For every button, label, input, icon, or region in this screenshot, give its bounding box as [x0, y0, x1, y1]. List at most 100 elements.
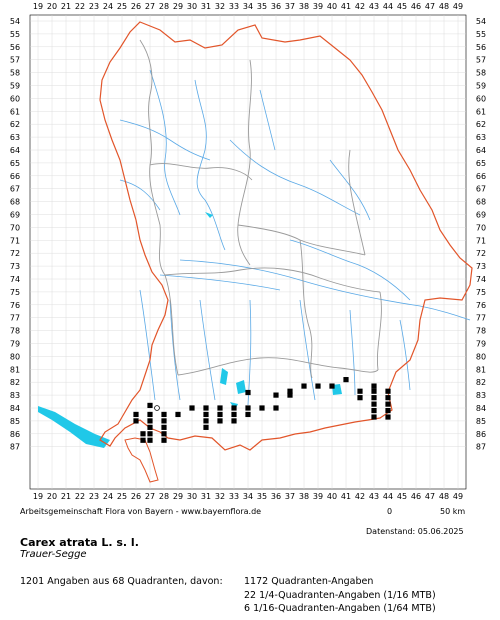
x-tick-label: 34 [243, 492, 253, 500]
record-square [175, 411, 181, 418]
stats-sixteenth-quadrant: 6 1/16-Quadranten-Angaben (1/64 MTB) [244, 603, 436, 614]
y-tick-label: 80 [10, 352, 20, 361]
y-tick-label: 66 [476, 172, 486, 181]
record-square [385, 388, 391, 394]
y-tick-label: 68 [10, 198, 20, 207]
y-tick-label: 63 [10, 133, 20, 142]
x-tick-label: 33 [229, 2, 239, 11]
record-square [245, 405, 251, 411]
record-square [371, 383, 377, 389]
y-tick-label: 76 [10, 301, 20, 310]
y-tick-label: 78 [10, 327, 20, 336]
record-square [315, 383, 321, 389]
record-square [301, 383, 307, 389]
stats-summary: 1201 Angaben aus 68 Quadranten, davon: [20, 576, 223, 587]
record-square [357, 395, 363, 401]
x-tick-label: 37 [285, 492, 295, 500]
record-square [217, 405, 223, 411]
x-tick-label: 41 [341, 492, 351, 500]
y-tick-label: 65 [476, 159, 486, 168]
y-tick-label: 73 [476, 262, 486, 271]
y-tick-label: 69 [10, 211, 20, 220]
x-tick-label: 27 [145, 492, 155, 500]
y-tick-label: 64 [10, 146, 20, 155]
x-tick-label: 42 [355, 492, 365, 500]
y-tick-label: 56 [10, 43, 20, 52]
x-tick-label: 41 [341, 2, 351, 11]
x-tick-label: 28 [159, 492, 169, 500]
record-square [385, 407, 391, 414]
y-tick-label: 81 [476, 365, 486, 374]
record-square [343, 377, 349, 383]
y-tick-label: 67 [10, 185, 20, 194]
record-square [161, 418, 167, 424]
lakes [38, 212, 342, 448]
district-borders [139, 39, 382, 379]
y-tick-label: 70 [476, 223, 486, 232]
record-square [329, 383, 335, 389]
y-tick-label: 62 [476, 120, 486, 129]
x-tick-label: 25 [117, 492, 127, 500]
y-tick-label: 75 [10, 288, 20, 297]
y-tick-label: 59 [476, 82, 486, 91]
y-tick-label: 76 [476, 301, 486, 310]
x-tick-label: 48 [439, 492, 449, 500]
y-tick-label: 54 [476, 17, 486, 26]
x-tick-label: 46 [411, 2, 421, 11]
y-tick-label: 55 [476, 30, 486, 39]
x-tick-label: 24 [103, 492, 113, 500]
stats-quadrant: 1172 Quadranten-Angaben [244, 576, 374, 587]
x-tick-label: 45 [397, 492, 407, 500]
record-square [217, 411, 223, 418]
record-square [371, 388, 377, 394]
species-common-name: Trauer-Segge [20, 549, 87, 560]
record-square [287, 392, 293, 398]
x-tick-label: 44 [383, 492, 393, 500]
record-square [161, 424, 167, 430]
y-tick-label: 63 [476, 133, 486, 142]
record-square [371, 401, 377, 407]
y-tick-label: 71 [476, 236, 486, 245]
y-tick-label: 87 [476, 443, 486, 452]
data-date: Datenstand: 05.06.2025 [366, 527, 464, 536]
y-tick-label: 68 [476, 198, 486, 207]
x-tick-label: 29 [173, 2, 183, 11]
y-tick-label: 70 [10, 223, 20, 232]
y-tick-label: 55 [10, 30, 20, 39]
rivers [119, 69, 471, 406]
y-tick-label: 78 [476, 327, 486, 336]
record-square [385, 401, 391, 407]
y-tick-label: 57 [10, 56, 20, 65]
y-tick-label: 61 [10, 107, 20, 116]
x-tick-label: 22 [75, 2, 85, 11]
y-tick-label: 67 [476, 185, 486, 194]
scale-label: 50 km [440, 507, 466, 516]
record-square [203, 405, 209, 411]
x-tick-label: 44 [383, 2, 393, 11]
x-tick-label: 35 [257, 492, 267, 500]
x-tick-label: 46 [411, 492, 421, 500]
y-tick-label: 60 [476, 94, 486, 103]
record-square [147, 411, 153, 418]
y-tick-label: 77 [476, 314, 486, 323]
y-tick-label: 60 [10, 94, 20, 103]
y-tick-label: 74 [476, 275, 486, 284]
y-tick-label: 72 [10, 249, 20, 258]
y-tick-label: 87 [10, 443, 20, 452]
y-tick-label: 74 [10, 275, 20, 284]
record-square [147, 437, 153, 443]
y-tick-label: 57 [476, 56, 486, 65]
record-square [371, 407, 377, 414]
record-square [385, 395, 391, 401]
stats-quarter-quadrant: 22 1/4-Quadranten-Angaben (1/16 MTB) [244, 590, 436, 601]
x-tick-label: 22 [75, 492, 85, 500]
y-tick-label: 73 [10, 262, 20, 271]
record-square [189, 405, 195, 411]
y-tick-label: 79 [10, 340, 20, 349]
scale-zero: 0 [387, 507, 393, 516]
y-tick-label: 71 [10, 236, 20, 245]
x-tick-label: 21 [61, 492, 71, 500]
x-tick-label: 47 [425, 2, 435, 11]
record-square [287, 388, 293, 394]
record-square [147, 424, 153, 430]
